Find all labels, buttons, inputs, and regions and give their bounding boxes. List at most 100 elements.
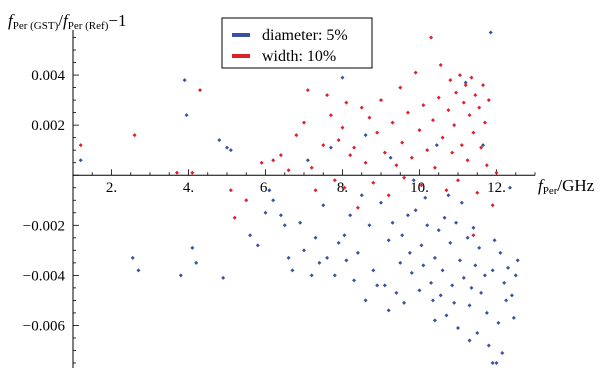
data-point-width <box>371 180 376 185</box>
data-point-diameter <box>379 200 383 205</box>
data-point-diameter <box>225 145 229 150</box>
data-point-diameter <box>386 238 391 243</box>
data-point-diameter <box>388 155 393 160</box>
data-point-diameter <box>490 360 495 365</box>
data-point-diameter <box>502 280 507 285</box>
data-point-width <box>382 150 387 155</box>
data-point-width <box>321 143 326 148</box>
data-point-diameter <box>325 255 330 260</box>
data-point-diameter <box>332 273 337 278</box>
data-point-diameter <box>255 243 260 248</box>
data-point-width <box>444 188 449 193</box>
data-point-diameter <box>488 30 493 35</box>
svg-text:fPer (GST)/fPer (Ref)−1: fPer (GST)/fPer (Ref)−1 <box>8 11 126 32</box>
data-point-diameter <box>313 235 318 240</box>
data-point-width <box>425 148 430 153</box>
x-axis-label: fPer/GHz <box>538 176 595 197</box>
data-point-diameter <box>429 280 434 285</box>
y-tick-label: 0.004 <box>31 68 65 84</box>
data-point-width <box>463 83 468 88</box>
data-point-width <box>363 160 368 165</box>
y-tick-label: −0.006 <box>23 318 66 334</box>
data-point-diameter <box>302 248 306 253</box>
data-point-width <box>313 188 318 193</box>
legend-label-width: width: 10% <box>262 48 336 65</box>
data-point-width <box>479 145 484 150</box>
data-point-diameter <box>411 178 416 183</box>
data-point-diameter <box>417 288 422 293</box>
y-label-f1: f <box>8 11 15 30</box>
data-point-diameter <box>400 233 405 238</box>
data-point-diameter <box>450 283 455 288</box>
data-point-diameter <box>263 210 268 215</box>
data-point-width <box>473 93 478 98</box>
y-label-tail: −1 <box>108 11 126 30</box>
data-point-diameter <box>444 313 449 318</box>
data-point-width <box>446 108 451 113</box>
data-point-width <box>440 135 445 140</box>
series-width <box>78 35 499 238</box>
data-point-width <box>432 165 437 170</box>
data-point-width <box>452 123 457 128</box>
data-point-diameter <box>217 138 222 143</box>
data-point-diameter <box>423 195 428 200</box>
data-point-width <box>174 170 179 175</box>
svg-text:fPer/GHz: fPer/GHz <box>538 176 595 197</box>
data-point-diameter <box>504 298 509 303</box>
data-point-diameter <box>342 233 347 238</box>
data-point-diameter <box>459 200 464 205</box>
data-point-diameter <box>390 220 395 225</box>
data-point-diameter <box>394 290 399 295</box>
data-point-width <box>430 118 435 123</box>
data-point-width <box>413 70 418 75</box>
data-point-diameter <box>352 278 357 283</box>
data-point-diameter <box>467 338 472 343</box>
data-point-diameter <box>282 223 287 228</box>
data-point-diameter <box>375 283 380 288</box>
data-point-diameter <box>425 223 430 228</box>
data-point-diameter <box>432 255 437 260</box>
data-point-width <box>336 138 341 143</box>
data-point-width <box>475 190 480 195</box>
x-tick-label: 4. <box>183 180 194 196</box>
data-point-width <box>309 165 314 170</box>
data-point-diameter <box>432 318 437 323</box>
data-point-diameter <box>317 260 322 265</box>
data-point-width <box>340 125 345 130</box>
data-point-diameter <box>430 298 435 303</box>
data-point-diameter <box>479 290 484 295</box>
data-point-diameter <box>321 203 326 208</box>
data-point-diameter <box>348 213 353 218</box>
data-point-width <box>271 158 276 163</box>
data-point-diameter <box>405 213 410 218</box>
data-point-diameter <box>267 188 272 193</box>
data-point-diameter <box>461 275 466 280</box>
data-point-diameter <box>475 330 480 335</box>
data-point-diameter <box>194 260 199 265</box>
data-point-diameter <box>486 343 491 348</box>
data-point-width <box>367 115 372 120</box>
data-point-diameter <box>438 293 443 298</box>
data-point-diameter <box>398 260 403 265</box>
y-tick-label: 0.002 <box>31 118 65 134</box>
data-point-width <box>481 83 486 88</box>
data-point-diameter <box>484 310 489 315</box>
data-point-diameter <box>278 213 283 218</box>
y-tick-label: −0.002 <box>23 218 65 234</box>
data-point-width <box>448 78 453 83</box>
data-point-diameter <box>500 350 505 355</box>
data-point-diameter <box>221 275 226 280</box>
data-point-width <box>198 88 203 93</box>
data-point-width <box>305 88 310 93</box>
data-point-diameter <box>382 283 387 288</box>
data-point-width <box>421 103 426 108</box>
data-point-diameter <box>469 285 474 290</box>
data-point-width <box>459 143 464 148</box>
data-point-diameter <box>490 268 495 273</box>
x-label-tail: /GHz <box>557 176 594 195</box>
data-point-diameter <box>473 263 478 268</box>
data-point-width <box>302 120 306 125</box>
data-point-width <box>402 175 407 180</box>
legend-box <box>221 17 373 69</box>
data-point-width <box>484 163 489 168</box>
